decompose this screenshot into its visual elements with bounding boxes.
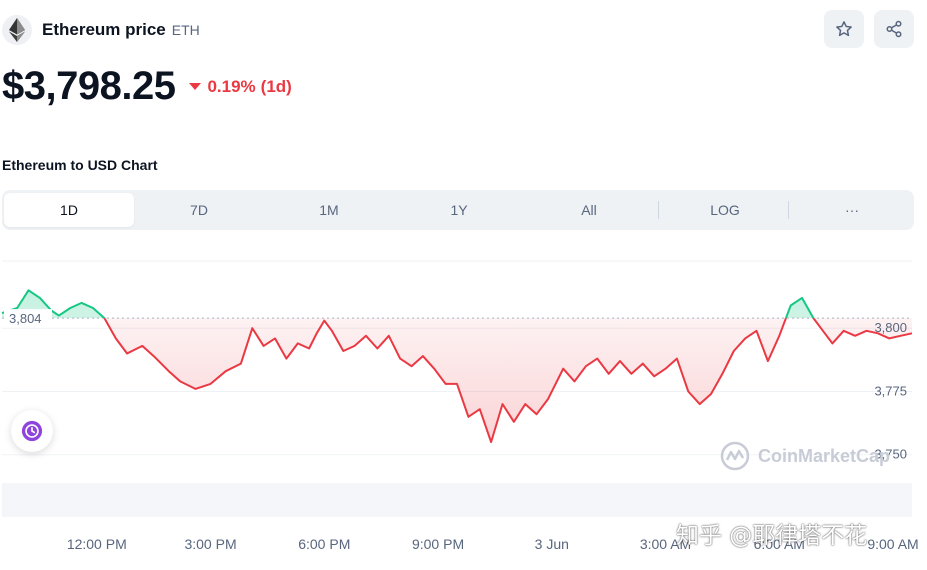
volume-strip xyxy=(2,483,912,517)
caret-down-icon xyxy=(189,83,202,90)
current-price: $3,798.25 xyxy=(2,64,176,108)
x-tick-label: 12:00 PM xyxy=(67,536,127,552)
tab-all[interactable]: All xyxy=(581,202,597,218)
share-icon xyxy=(886,20,902,38)
price-change-percent: 0.19% xyxy=(207,76,256,96)
tab-1d[interactable]: 1D xyxy=(4,193,134,227)
y-tick-label: 3,750 xyxy=(874,447,907,462)
y-tick-label: 3,800 xyxy=(874,320,907,335)
history-icon xyxy=(21,420,43,442)
x-tick-label: 9:00 PM xyxy=(412,536,464,552)
chart-title: Ethereum to USD Chart xyxy=(2,157,158,173)
share-button[interactable] xyxy=(874,10,914,48)
x-tick-label: 3:00 PM xyxy=(184,536,236,552)
tab-1m[interactable]: 1M xyxy=(319,202,339,218)
reference-label: 3,804 xyxy=(9,311,42,326)
price-change: 0.19% (1d) xyxy=(189,76,292,97)
x-tick-label: 6:00 PM xyxy=(298,536,350,552)
coin-symbol: ETH xyxy=(171,22,200,38)
watermark-text: CoinMarketCap xyxy=(758,445,891,466)
tab-more[interactable]: ··· xyxy=(845,202,859,218)
timeframe-tabs: 1D 7D 1M 1Y All LOG ··· xyxy=(2,190,914,230)
tab-7d[interactable]: 7D xyxy=(190,202,208,218)
tab-1y[interactable]: 1Y xyxy=(450,202,468,218)
reference-label-bg xyxy=(4,309,52,328)
price-chart[interactable]: 3,804 3,800 3,775 3,750 12:00 PM 3:00 PM 6:00 … xyxy=(0,255,927,570)
coinmarketcap-watermark: CoinMarketCap xyxy=(720,441,890,471)
x-tick-label: 3:00 AM xyxy=(640,536,691,552)
x-tick-label: 3 Jun xyxy=(535,536,569,552)
price-line-down xyxy=(102,318,913,444)
star-icon xyxy=(836,21,852,37)
price-change-period: (1d) xyxy=(260,76,292,96)
price-area-below xyxy=(104,318,912,443)
price-area-above xyxy=(2,290,912,319)
tab-divider xyxy=(658,201,659,219)
x-tick-label: 9:00 AM xyxy=(867,536,918,552)
x-tick-label: 6:00 AM xyxy=(754,536,805,552)
history-button[interactable] xyxy=(11,410,53,452)
tab-log[interactable]: LOG xyxy=(710,202,740,218)
coinmarketcap-logo-icon xyxy=(720,441,750,471)
coin-header: Ethereum price ETH xyxy=(2,14,200,46)
coin-name: Ethereum price xyxy=(42,20,166,39)
watchlist-star-button[interactable] xyxy=(824,10,864,48)
y-tick-label: 3,775 xyxy=(874,383,907,398)
ethereum-icon xyxy=(2,15,32,45)
price-row: $3,798.25 0.19% (1d) xyxy=(2,64,292,109)
zhihu-overlay-text: 知乎 @耶律塔不花 xyxy=(676,523,868,549)
tab-divider xyxy=(788,201,789,219)
